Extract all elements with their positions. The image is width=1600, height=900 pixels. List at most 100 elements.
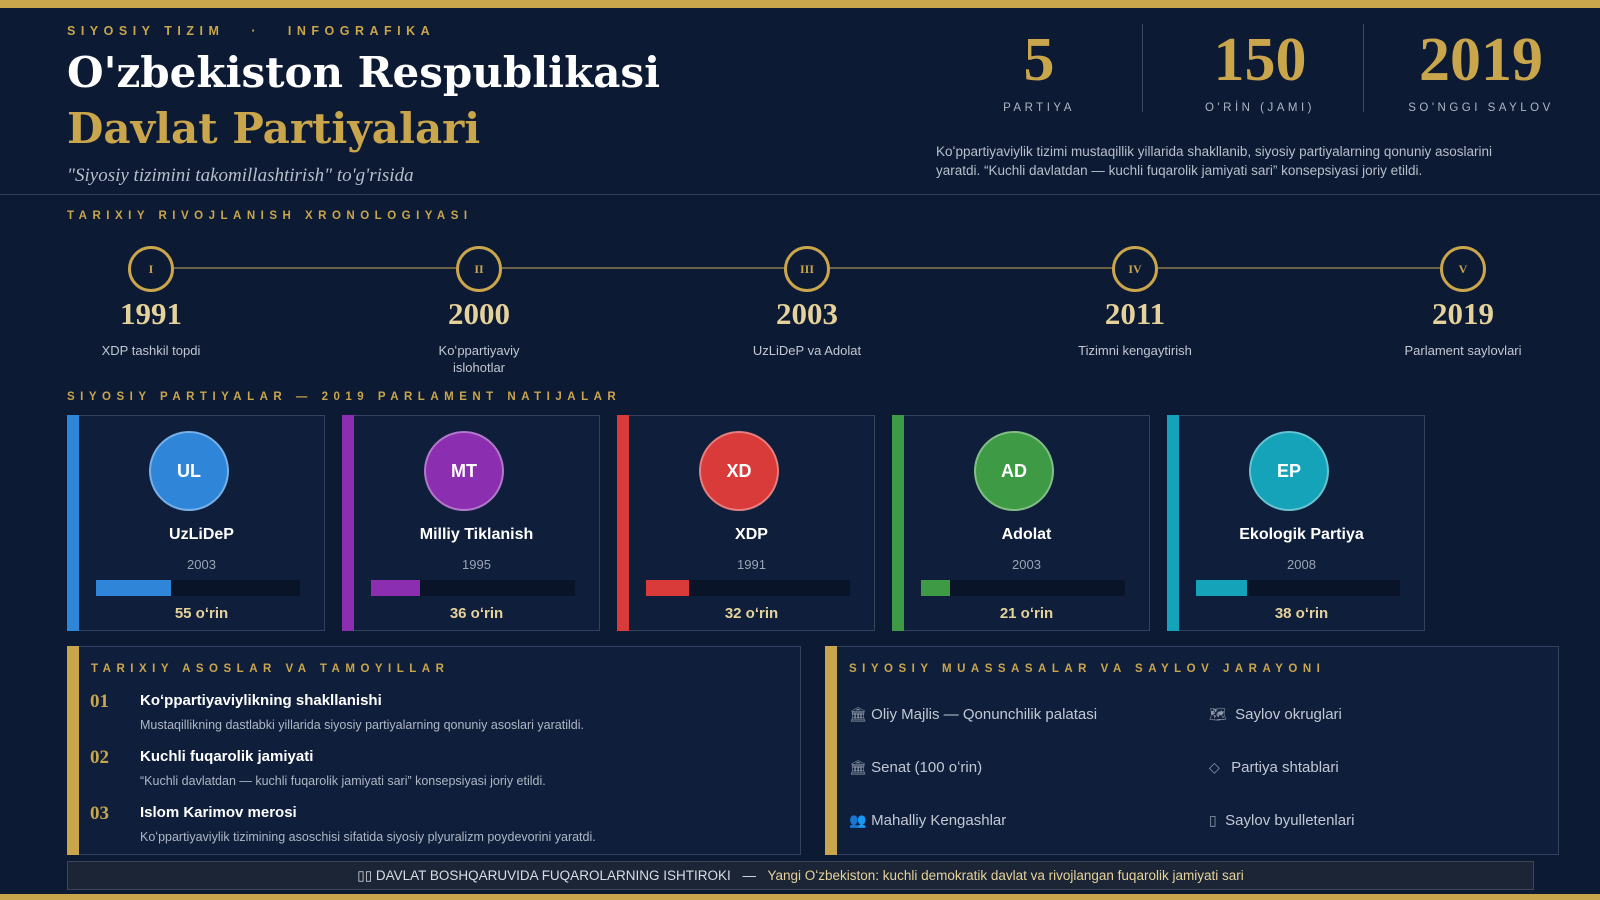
panel-accent-bar [67,646,79,855]
party-logo: EP [1249,431,1329,511]
timeline-marker: IV [1112,246,1158,292]
seat-share-bar [1196,580,1400,596]
principle-number: 03 [90,803,109,824]
institution-item: ◇ Partiya shtablari [1209,759,1339,776]
timeline-marker: V [1440,246,1486,292]
seat-share-fill [646,580,689,596]
top-accent-bar [0,0,1600,8]
timeline-marker: III [784,246,830,292]
stat-value: 5 [1023,26,1055,94]
party-logo: UL [149,431,229,511]
ballot-icon: ▯ [1209,812,1217,828]
party-card-xdp: XD XDP 1991 32 oʻrin [617,415,875,631]
party-founded-year: 2003 [1012,557,1041,572]
institution-item: 🗺 Saylov okruglari [1209,706,1342,723]
timeline-marker: II [456,246,502,292]
party-name: UzLiDeP [169,526,234,543]
panel-accent-bar [825,646,837,855]
principle-text: “Kuchli davlatdan — kuchli fuqarolik jam… [140,774,546,788]
institution-label: Mahalliy Kengashlar [871,812,1007,829]
seat-share-fill [371,580,420,596]
institution-item: ▯ Saylov byulletenlari [1209,812,1354,829]
party-name: Milliy Tiklanish [419,526,534,543]
seat-share-bar [371,580,575,596]
timeline-desc: Koʻppartiyaviy islohotlar [438,343,520,375]
party-card-milliy-tiklanish: MT Milliy Tiklanish 1995 36 oʻrin [342,415,600,631]
footer-left-text: DAVLAT BOSHQARUVIDA FUQAROLARNING ISHTIR… [375,868,731,883]
institution-label: Saylov okruglari [1235,706,1342,723]
timeline-marker: I [128,246,174,292]
map-icon: 🗺 [1209,706,1227,722]
stat-parties: 5 PARTIYA [934,24,1144,114]
page-title-accent: Davlat Partiyalari [67,104,481,153]
stat-label: SO'NGGI SAYLOV [1408,102,1554,114]
institution-label: Partiya shtablari [1231,759,1339,776]
intro-note: Koʻppartiyaviylik tizimi mustaqillik yil… [936,144,1492,178]
party-color-stripe [1167,415,1179,631]
party-name: Ekologik Partiya [1239,526,1364,543]
timeline-year: 2003 [776,296,838,331]
timeline-desc: Parlament saylovlari [1404,343,1522,358]
stat-election: 2019 SO'NGGI SAYLOV [1376,24,1586,114]
stat-label: PARTIYA [1003,102,1075,114]
principle-heading: Kuchli fuqarolik jamiyati [140,748,314,765]
seat-share-bar [921,580,1125,596]
header-divider [0,194,1600,195]
people-icon: 👥 [849,812,867,828]
timeline-year: 2011 [1104,296,1166,331]
principle-text: Koʻppartiyaviylik tizimining asoschisi s… [140,830,596,844]
stat-divider [1142,24,1143,112]
footer-separator: — [742,868,756,883]
timeline-item: I 1991 XDP tashkil topdi [66,246,236,359]
principles-panel: TARIXIY ASOSLAR VA TAMOYILLAR 01 Koʻppar… [67,646,801,855]
seat-share-fill [1196,580,1247,596]
party-card-ekologik: EP Ekologik Partiya 2008 38 oʻrin [1167,415,1425,631]
principle-number: 02 [90,747,109,768]
party-founded-year: 2003 [187,557,216,572]
principle-heading: Islom Karimov merosi [140,804,297,821]
institution-item: 🏛 Senat (100 oʻrin) [849,759,982,776]
seat-share-fill [96,580,172,596]
principles-title: TARIXIY ASOSLAR VA TAMOYILLAR [91,663,450,675]
stat-value: 150 [1213,26,1307,94]
parties-title: SIYOSIY PARTIYALAR — 2019 PARLAMENT NATI… [67,391,622,403]
party-logo: AD [974,431,1054,511]
party-founded-year: 1995 [462,557,491,572]
timeline-item: V 2019 Parlament saylovlari [1378,246,1548,359]
header-kicker: SIYOSIY TIZIM · INFOGRAFIKA [67,24,436,38]
seat-share-fill [921,580,950,596]
timeline-desc: Tizimni kengaytirish [1078,343,1192,358]
party-color-stripe [67,415,79,631]
principle-heading: Koʻppartiyaviylikning shakllanishi [140,692,382,709]
party-seats: 55 oʻrin [174,605,229,622]
party-seats: 32 oʻrin [724,605,779,622]
stat-divider [1363,24,1364,112]
party-founded-year: 1991 [737,557,766,572]
timeline-year: 2019 [1432,296,1494,331]
principle-number: 01 [90,691,109,712]
bottom-accent-bar [0,894,1600,900]
page-title: O'zbekiston Respublikasi [67,48,661,97]
party-color-stripe [342,415,354,631]
institution-item: 👥 Mahalliy Kengashlar [849,812,1006,829]
page-subtitle: "Siyosiy tizimini takomillashtirish" to'… [67,165,414,186]
party-logo: XD [699,431,779,511]
party-founded-year: 2008 [1287,557,1316,572]
institution-label: Oliy Majlis — Qonunchilik palatasi [871,706,1098,723]
timeline-year: 2000 [448,296,510,331]
institution-label: Senat (100 oʻrin) [871,759,983,776]
party-name: XDP [735,526,768,543]
tag-icon: ◇ [1209,759,1220,775]
building-icon: 🏛 [849,706,867,722]
building-icon: 🏛 [849,759,867,775]
institutions-title: SIYOSIY MUASSASALAR VA SAYLOV JARAYONI [849,663,1326,675]
party-card-uzlidep: UL UzLiDeP 2003 55 oʻrin [67,415,325,631]
stat-value: 2019 [1419,26,1543,94]
party-seats: 21 oʻrin [999,605,1054,622]
timeline-desc: XDP tashkil topdi [101,343,201,358]
party-name: Adolat [1001,526,1052,543]
timeline-item: III 2003 UzLiDeP va Adolat [722,246,892,359]
timeline-desc: UzLiDeP va Adolat [752,343,862,358]
timeline-year: 1991 [120,296,182,331]
seat-share-bar [96,580,300,596]
